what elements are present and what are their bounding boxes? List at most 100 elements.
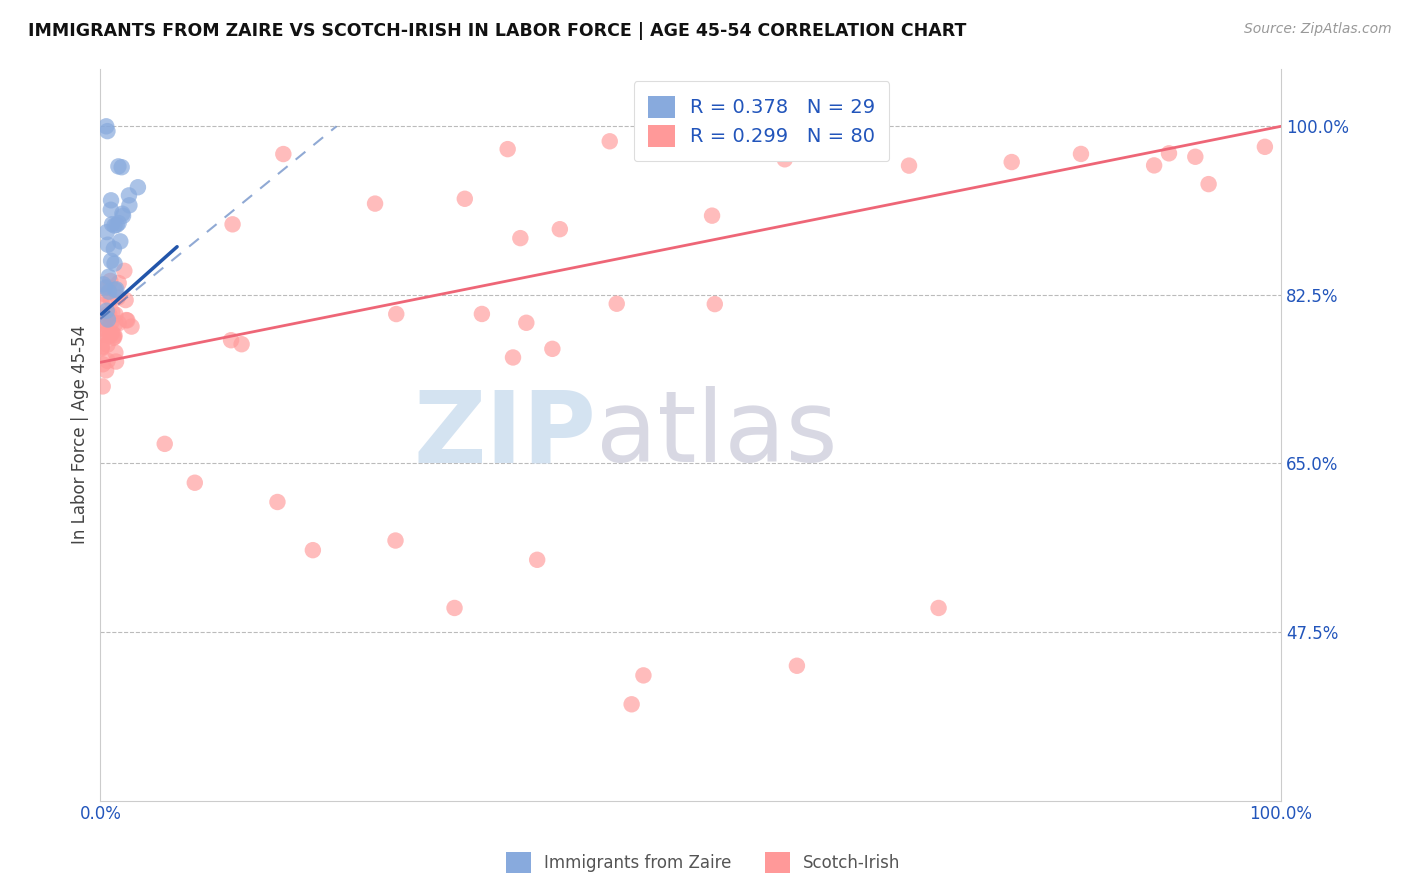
Point <box>104 308 127 322</box>
Point <box>101 326 124 340</box>
Point <box>266 495 288 509</box>
Point <box>96 124 118 138</box>
Point <box>114 293 136 307</box>
Point <box>384 533 406 548</box>
Point <box>101 305 124 319</box>
Point <box>103 257 125 271</box>
Point <box>509 231 531 245</box>
Point <box>96 354 118 368</box>
Point <box>90 339 112 353</box>
Point <box>98 329 121 343</box>
Point <box>1070 147 1092 161</box>
Point <box>107 160 129 174</box>
Point <box>111 160 134 174</box>
Point <box>898 159 921 173</box>
Point <box>221 217 243 231</box>
Point <box>96 337 118 351</box>
Point <box>103 219 125 233</box>
Point <box>97 312 120 326</box>
Point <box>107 291 129 305</box>
Point <box>302 543 325 558</box>
Point <box>599 134 621 148</box>
Point <box>107 276 129 290</box>
Point <box>98 274 121 288</box>
Point <box>97 280 120 294</box>
Point <box>100 253 122 268</box>
Point <box>90 341 112 355</box>
Point <box>928 601 950 615</box>
Point <box>100 293 122 307</box>
Point <box>117 313 139 327</box>
Point <box>107 216 129 230</box>
Point <box>548 222 571 236</box>
Point <box>620 698 643 712</box>
Legend: R = 0.378   N = 29, R = 0.299   N = 80: R = 0.378 N = 29, R = 0.299 N = 80 <box>634 81 889 161</box>
Point <box>606 296 628 310</box>
Point <box>526 553 548 567</box>
Point <box>103 328 125 343</box>
Point <box>101 217 124 231</box>
Text: IMMIGRANTS FROM ZAIRE VS SCOTCH-IRISH IN LABOR FORCE | AGE 45-54 CORRELATION CHA: IMMIGRANTS FROM ZAIRE VS SCOTCH-IRISH IN… <box>28 22 966 40</box>
Point <box>121 319 143 334</box>
Point <box>112 264 135 278</box>
Point <box>454 192 477 206</box>
Point <box>107 316 129 330</box>
Y-axis label: In Labor Force | Age 45-54: In Labor Force | Age 45-54 <box>72 325 89 544</box>
Point <box>502 351 524 365</box>
Point <box>90 342 112 356</box>
Point <box>103 331 125 345</box>
Point <box>219 333 242 347</box>
Point <box>115 313 138 327</box>
Point <box>1254 140 1277 154</box>
Point <box>100 316 122 330</box>
Legend: Immigrants from Zaire, Scotch-Irish: Immigrants from Zaire, Scotch-Irish <box>499 846 907 880</box>
Point <box>231 337 253 351</box>
Point <box>91 357 114 371</box>
Point <box>98 307 121 321</box>
Point <box>93 277 115 292</box>
Point <box>100 327 122 342</box>
Point <box>103 330 125 344</box>
Point <box>112 209 135 223</box>
Point <box>96 120 118 134</box>
Point <box>103 242 125 256</box>
Point <box>153 437 176 451</box>
Text: atlas: atlas <box>596 386 838 483</box>
Point <box>97 269 120 284</box>
Point <box>515 316 537 330</box>
Point <box>1184 150 1206 164</box>
Point <box>100 194 122 208</box>
Point <box>443 601 465 615</box>
Point <box>127 180 149 194</box>
Point <box>94 322 117 336</box>
Point <box>496 142 519 156</box>
Point <box>104 345 127 359</box>
Point <box>773 153 796 167</box>
Point <box>94 287 117 301</box>
Point <box>105 354 128 368</box>
Point <box>111 207 134 221</box>
Point <box>1198 177 1220 191</box>
Point <box>786 658 808 673</box>
Point <box>735 135 758 149</box>
Point <box>91 379 114 393</box>
Point <box>91 298 114 312</box>
Point <box>98 285 121 299</box>
Point <box>93 317 115 331</box>
Point <box>94 363 117 377</box>
Point <box>1001 155 1024 169</box>
Point <box>700 209 723 223</box>
Point <box>104 283 127 297</box>
Text: Source: ZipAtlas.com: Source: ZipAtlas.com <box>1244 22 1392 37</box>
Point <box>93 313 115 327</box>
Point <box>96 225 118 239</box>
Point <box>541 342 564 356</box>
Point <box>471 307 494 321</box>
Point <box>633 668 655 682</box>
Point <box>96 326 118 341</box>
Point <box>96 307 118 321</box>
Point <box>1157 146 1180 161</box>
Point <box>105 282 128 296</box>
Point <box>703 297 725 311</box>
Point <box>104 316 127 330</box>
